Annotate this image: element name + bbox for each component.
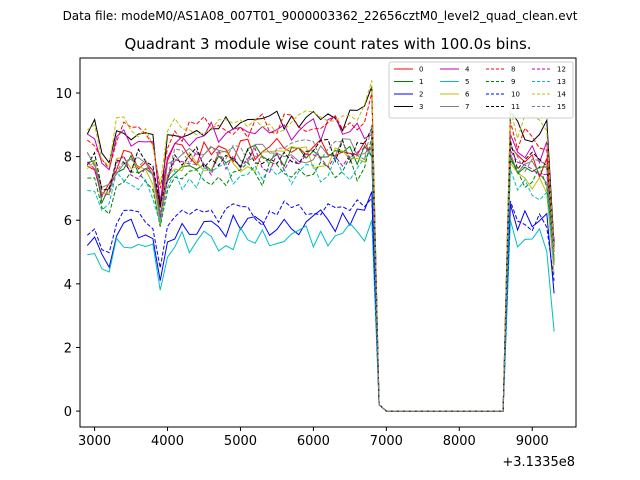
legend-label: 7 bbox=[465, 103, 469, 111]
legend-label: 5 bbox=[465, 78, 469, 86]
series-line-10 bbox=[86, 196, 555, 412]
series-line-12 bbox=[86, 147, 555, 412]
x-offset-label: +3.1335e8 bbox=[502, 455, 575, 470]
series-line-13 bbox=[87, 149, 555, 412]
legend-label: 10 bbox=[511, 91, 520, 99]
legend-box bbox=[388, 61, 574, 119]
legend-label: 3 bbox=[419, 103, 423, 111]
plot-frame bbox=[79, 57, 577, 428]
series-line-1 bbox=[87, 144, 555, 412]
chart-subtitle: Data file: modeM0/AS1A08_007T01_90000033… bbox=[63, 9, 578, 23]
series-line-15 bbox=[86, 124, 555, 412]
legend-label: 2 bbox=[419, 91, 423, 99]
x-tick-label: 3000 bbox=[78, 434, 111, 449]
y-tick-label: 10 bbox=[55, 87, 72, 102]
y-axis: 0 2 4 6 8 10 bbox=[55, 87, 80, 420]
legend-label: 9 bbox=[511, 78, 515, 86]
legend-label: 13 bbox=[557, 78, 566, 86]
series-line-2 bbox=[86, 191, 555, 412]
series-line-6 bbox=[86, 143, 555, 412]
x-axis: 3000 4000 5000 6000 7000 8000 9000 bbox=[78, 427, 549, 449]
y-tick-label: 8 bbox=[64, 151, 72, 166]
legend-label: 8 bbox=[511, 66, 515, 74]
x-tick-label: 5000 bbox=[224, 434, 257, 449]
x-tick-label: 6000 bbox=[297, 434, 330, 449]
legend-label: 14 bbox=[557, 91, 566, 99]
y-tick-label: 4 bbox=[64, 278, 72, 293]
legend-label: 12 bbox=[557, 66, 566, 74]
series-line-14 bbox=[87, 80, 555, 412]
legend-label: 0 bbox=[419, 66, 423, 74]
legend-label: 11 bbox=[511, 103, 520, 111]
x-tick-label: 7000 bbox=[370, 434, 403, 449]
x-tick-label: 4000 bbox=[151, 434, 184, 449]
series-line-5 bbox=[87, 220, 555, 412]
x-tick-label: 9000 bbox=[516, 434, 549, 449]
legend-label: 4 bbox=[465, 66, 470, 74]
plot-lines bbox=[86, 80, 555, 412]
legend-label: 1 bbox=[419, 78, 423, 86]
legend-label: 6 bbox=[465, 91, 470, 99]
y-tick-label: 2 bbox=[64, 341, 72, 356]
chart-title: Quadrant 3 module wise count rates with … bbox=[124, 35, 531, 53]
y-tick-label: 0 bbox=[64, 405, 72, 420]
legend-label: 15 bbox=[557, 103, 566, 111]
y-tick-label: 6 bbox=[64, 214, 72, 229]
series-line-3 bbox=[86, 86, 555, 412]
x-tick-label: 8000 bbox=[443, 434, 476, 449]
